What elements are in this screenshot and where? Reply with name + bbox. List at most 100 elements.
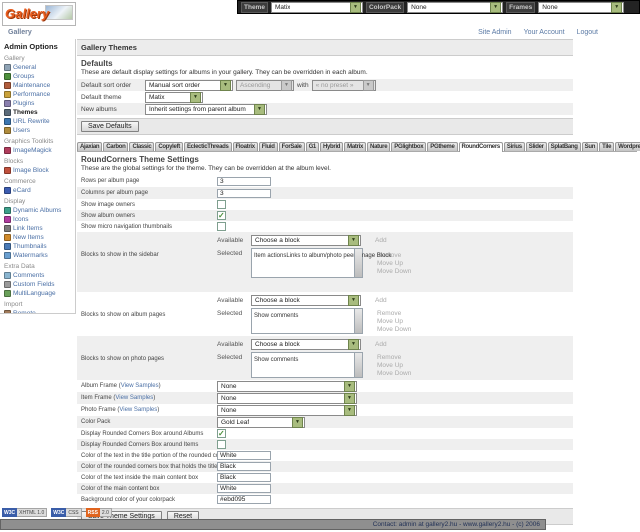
- theme-tab[interactable]: Copyleft: [155, 142, 183, 151]
- album-frame-select[interactable]: None: [217, 380, 357, 392]
- remove-block-button[interactable]: Remove: [377, 251, 402, 259]
- sidebar-item-label[interactable]: Themes: [13, 109, 38, 116]
- dropdown-arrow-icon[interactable]: [348, 339, 359, 350]
- theme-tab[interactable]: Fluid: [258, 142, 278, 151]
- dropdown-arrow-icon[interactable]: [490, 1, 502, 13]
- dropdown-arrow-icon[interactable]: [348, 235, 359, 246]
- sidebar-item-label[interactable]: Blocks: [4, 158, 24, 165]
- album-selected-blocks-listbox[interactable]: Show comments: [251, 308, 363, 334]
- theme-tab[interactable]: Matrix: [344, 142, 367, 151]
- frames-select[interactable]: None: [538, 1, 625, 13]
- listbox-item[interactable]: Links to album/photo peers: [286, 253, 359, 259]
- theme-tab[interactable]: Nature: [367, 142, 391, 151]
- sidebar-item-label[interactable]: Watermarks: [13, 252, 48, 259]
- move-up-button[interactable]: Move Up: [377, 259, 404, 267]
- move-up-button[interactable]: Move Up: [377, 317, 404, 325]
- title-box-color-input[interactable]: [217, 462, 271, 471]
- sidebar-item-label[interactable]: Extra Data: [4, 263, 35, 270]
- show-micro-nav-checkbox[interactable]: [217, 222, 226, 231]
- dropdown-arrow-icon[interactable]: [190, 91, 201, 103]
- theme-tab[interactable]: PGtheme: [427, 142, 458, 151]
- sidebar-item-label[interactable]: Performance: [13, 91, 51, 98]
- sidebar-available-block-select[interactable]: Choose a block: [251, 235, 361, 246]
- remove-block-button[interactable]: Remove: [377, 309, 402, 317]
- theme-tab[interactable]: ForSale: [278, 142, 305, 151]
- sidebar-selected-blocks-listbox[interactable]: Item actionsLinks to album/photo peersIm…: [251, 248, 391, 278]
- theme-tab[interactable]: Tile: [599, 142, 615, 151]
- colorpack-select[interactable]: None: [407, 1, 504, 13]
- add-block-button[interactable]: Add: [375, 297, 387, 304]
- theme-tab[interactable]: Classic: [129, 142, 155, 151]
- theme-select[interactable]: Matix: [270, 1, 363, 13]
- view-samples-link[interactable]: View Samples: [119, 383, 161, 389]
- user-link[interactable]: Site Admin: [478, 29, 512, 36]
- theme-tab[interactable]: Floatrix: [232, 142, 258, 151]
- theme-tab[interactable]: SplatBang: [547, 142, 581, 151]
- user-link[interactable]: Your Account: [523, 29, 565, 36]
- theme-tab[interactable]: EclecticThreads: [183, 142, 232, 151]
- validation-badge[interactable]: W3C XHTML 1.0: [2, 508, 48, 517]
- listbox-item[interactable]: Item actions: [254, 253, 287, 259]
- theme-tab[interactable]: Hybrid: [319, 142, 344, 151]
- content-box-color-input[interactable]: [217, 484, 271, 493]
- box-albums-checkbox[interactable]: [217, 429, 226, 438]
- save-defaults-button[interactable]: Save Defaults: [81, 121, 139, 132]
- sidebar-item-label[interactable]: Plugins: [13, 100, 35, 107]
- photo-selected-blocks-listbox[interactable]: Show comments: [251, 352, 363, 378]
- new-albums-select[interactable]: Inherit settings from parent album: [145, 103, 267, 115]
- item-frame-select[interactable]: None: [217, 392, 357, 404]
- theme-tab[interactable]: G1: [305, 142, 319, 151]
- add-block-button[interactable]: Add: [375, 237, 387, 244]
- sidebar-item-label[interactable]: MultiLanguage: [13, 290, 56, 297]
- dropdown-arrow-icon[interactable]: [348, 295, 359, 306]
- view-samples-link[interactable]: View Samples: [117, 407, 159, 413]
- sidebar-item-label[interactable]: URL Rewrite: [13, 118, 50, 125]
- photo-frame-select[interactable]: None: [217, 404, 357, 416]
- sidebar-item-label[interactable]: Link Items: [13, 225, 43, 232]
- sidebar-item-label[interactable]: eCard: [13, 187, 31, 194]
- album-available-block-select[interactable]: Choose a block: [251, 295, 361, 306]
- sidebar-item-label[interactable]: Gallery: [4, 55, 25, 62]
- breadcrumb[interactable]: Gallery: [8, 29, 32, 36]
- view-samples-link[interactable]: View Samples: [113, 395, 155, 401]
- dropdown-arrow-icon[interactable]: [292, 416, 303, 428]
- theme-tab[interactable]: Slider: [525, 142, 547, 151]
- sidebar-item-label[interactable]: Import: [4, 301, 23, 308]
- add-block-button[interactable]: Add: [375, 341, 387, 348]
- sidebar-item-label[interactable]: Groups: [13, 73, 35, 80]
- move-down-button[interactable]: Move Down: [377, 267, 412, 275]
- dropdown-arrow-icon[interactable]: [611, 1, 623, 13]
- sidebar-item-label[interactable]: Display: [4, 198, 26, 205]
- gallery-logo[interactable]: Gallery: [2, 2, 76, 26]
- dropdown-arrow-icon[interactable]: [344, 392, 355, 404]
- dropdown-arrow-icon[interactable]: [349, 1, 361, 13]
- sidebar-item-label[interactable]: Thumbnails: [13, 243, 47, 250]
- move-up-button[interactable]: Move Up: [377, 361, 404, 369]
- theme-tab[interactable]: Carbon: [103, 142, 129, 151]
- listbox-item[interactable]: Image Block: [358, 253, 392, 259]
- listbox-item[interactable]: Show comments: [254, 313, 299, 319]
- user-link[interactable]: Logout: [576, 29, 598, 36]
- theme-tab[interactable]: RoundCorners: [458, 142, 503, 152]
- theme-tab[interactable]: Sun: [581, 142, 599, 151]
- rows-per-page-input[interactable]: [217, 176, 271, 186]
- validation-badge[interactable]: RSS 2.0: [85, 508, 112, 517]
- dropdown-arrow-icon[interactable]: [344, 380, 355, 392]
- photo-available-block-select[interactable]: Choose a block: [251, 339, 361, 350]
- sidebar-item-label[interactable]: Image Block: [13, 167, 49, 174]
- sidebar-item-label[interactable]: Custom Fields: [13, 281, 55, 288]
- sidebar-item-label[interactable]: Comments: [13, 272, 45, 279]
- dropdown-arrow-icon[interactable]: [220, 79, 231, 91]
- theme-tab[interactable]: PGlightbox: [391, 142, 427, 151]
- sidebar-item-label[interactable]: Icons: [13, 216, 29, 223]
- validation-badge[interactable]: W3C CSS: [51, 508, 82, 517]
- box-items-checkbox[interactable]: [217, 440, 226, 449]
- default-theme-select[interactable]: Matix: [145, 91, 203, 103]
- sidebar-item-label[interactable]: Remote: [13, 310, 36, 314]
- show-album-owners-checkbox[interactable]: [217, 211, 226, 220]
- theme-tab[interactable]: Ajaxian: [77, 142, 103, 151]
- move-down-button[interactable]: Move Down: [377, 369, 412, 377]
- columns-per-page-input[interactable]: [217, 188, 271, 198]
- title-text-color-input[interactable]: [217, 451, 271, 460]
- move-down-button[interactable]: Move Down: [377, 325, 412, 333]
